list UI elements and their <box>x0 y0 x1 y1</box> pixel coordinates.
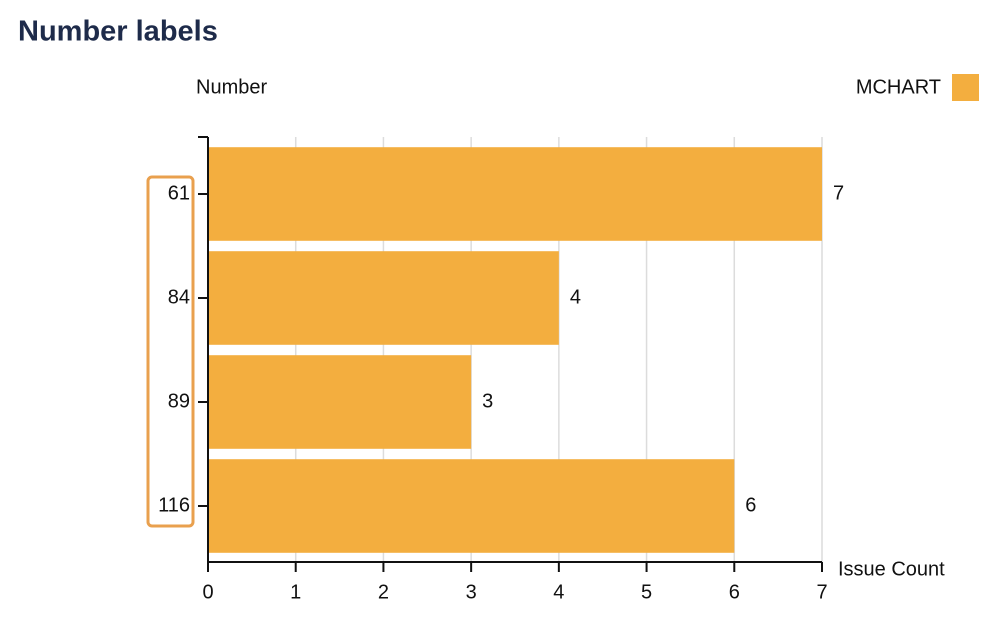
bar <box>208 459 735 553</box>
y-tick-label: 89 <box>168 390 190 412</box>
data-label: 4 <box>570 286 581 308</box>
bar <box>208 355 472 449</box>
y-tick-label: 61 <box>168 182 190 204</box>
x-tick-label: 2 <box>378 581 389 603</box>
x-tick-label: 0 <box>202 581 213 603</box>
data-label: 6 <box>745 494 756 516</box>
x-axis-label: Issue Count <box>838 558 945 580</box>
bar <box>208 147 822 241</box>
data-label: 3 <box>482 390 493 412</box>
y-tick-label: 84 <box>168 286 190 308</box>
y-tick-label: 116 <box>158 494 190 516</box>
legend-swatch <box>952 74 979 101</box>
data-label: 7 <box>833 182 844 204</box>
x-tick-label: 6 <box>729 581 740 603</box>
y-axis-label: Number <box>196 76 267 98</box>
x-tick-label: 1 <box>290 581 301 603</box>
legend-label: MCHART <box>856 76 941 98</box>
bar <box>208 251 559 345</box>
x-tick-label: 4 <box>553 581 564 603</box>
x-tick-label: 3 <box>466 581 477 603</box>
highlight-box <box>146 175 195 528</box>
x-tick-label: 5 <box>641 581 652 603</box>
x-tick-label: 7 <box>816 581 827 603</box>
chart-title: Number labels <box>18 16 218 48</box>
